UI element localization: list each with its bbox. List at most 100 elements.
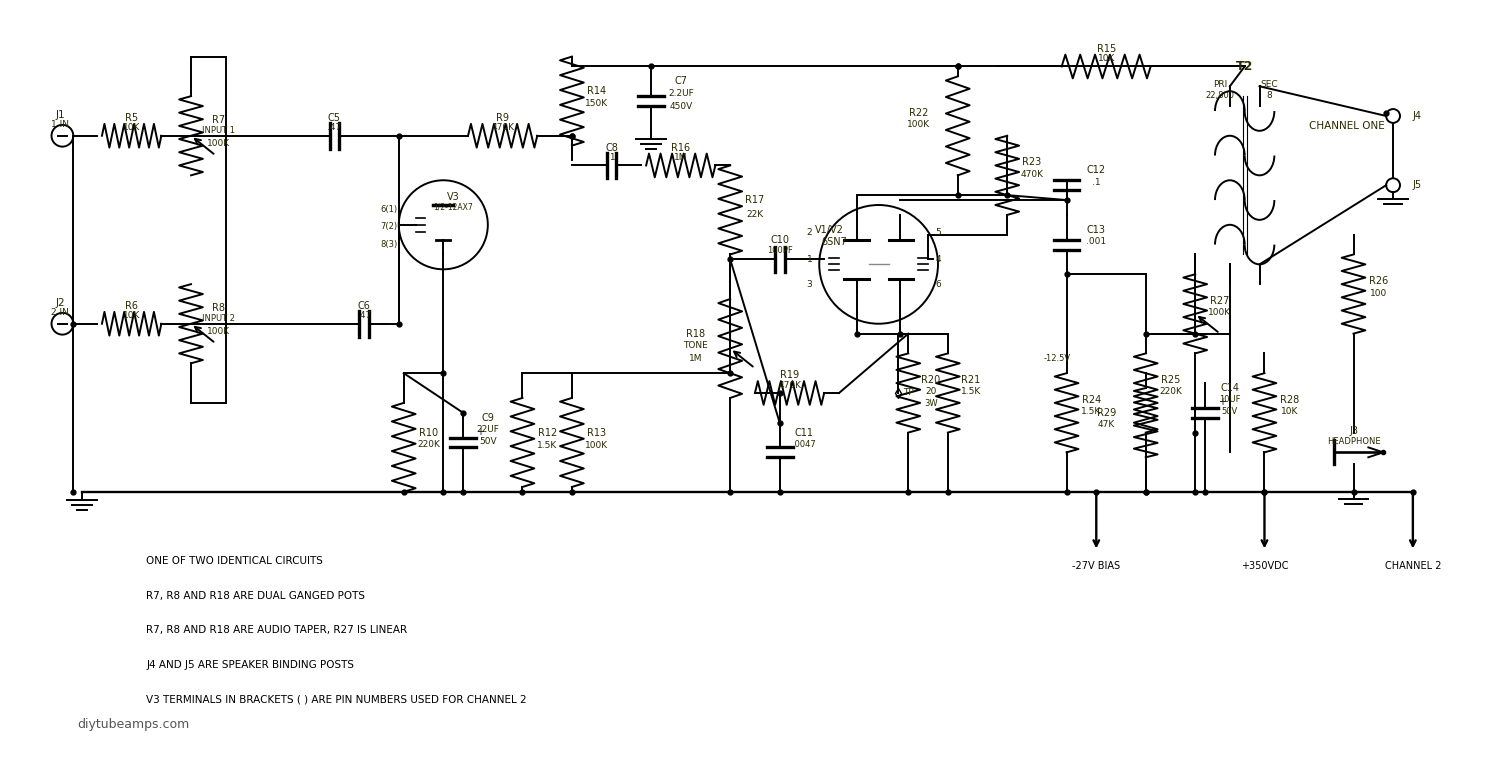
Text: C10: C10 [770, 235, 789, 244]
Text: .47: .47 [327, 124, 342, 132]
Text: TONE: TONE [682, 341, 708, 350]
Text: .1: .1 [1092, 178, 1101, 187]
Text: R21: R21 [962, 375, 981, 385]
Text: +: + [476, 427, 484, 437]
Text: 220K: 220K [417, 440, 440, 449]
Text: 6: 6 [934, 280, 940, 289]
Text: 1/2-12AX7: 1/2-12AX7 [433, 203, 472, 211]
Text: 100: 100 [1370, 289, 1388, 298]
Text: INPUT 2: INPUT 2 [202, 314, 236, 323]
Text: 10K: 10K [1281, 407, 1298, 417]
Text: R28: R28 [1280, 395, 1299, 405]
Text: R26: R26 [1368, 276, 1388, 287]
Text: 8: 8 [1266, 91, 1272, 99]
Text: 8(3): 8(3) [381, 240, 398, 249]
Text: 2 IN: 2 IN [51, 309, 69, 317]
Text: 100PF: 100PF [766, 246, 792, 255]
Text: R18: R18 [686, 329, 705, 338]
Text: 1.5K: 1.5K [1082, 407, 1101, 417]
Text: R7, R8 AND R18 ARE AUDIO TAPER, R27 IS LINEAR: R7, R8 AND R18 ARE AUDIO TAPER, R27 IS L… [147, 626, 408, 636]
Text: 100K: 100K [207, 327, 231, 336]
Text: .0047: .0047 [792, 440, 816, 449]
Text: C13: C13 [1088, 225, 1106, 235]
Text: PRI: PRI [1214, 80, 1227, 88]
Text: C5: C5 [328, 113, 340, 123]
Text: 450V: 450V [669, 102, 693, 110]
Text: J4: J4 [1413, 111, 1422, 121]
Text: SEC: SEC [1260, 80, 1278, 88]
Text: R22: R22 [909, 108, 928, 118]
Text: 1 IN: 1 IN [51, 121, 69, 129]
Text: 6(1): 6(1) [381, 205, 398, 215]
Text: 1.5K: 1.5K [537, 441, 558, 450]
Text: R25: R25 [1161, 375, 1180, 385]
Text: R29: R29 [1096, 408, 1116, 418]
Text: 100K: 100K [1209, 309, 1231, 317]
Text: 50V: 50V [1221, 407, 1238, 417]
Text: R7, R8 AND R18 ARE DUAL GANGED POTS: R7, R8 AND R18 ARE DUAL GANGED POTS [147, 591, 366, 601]
Text: C6: C6 [357, 301, 370, 311]
Text: R16: R16 [670, 143, 690, 153]
Text: J5: J5 [1413, 180, 1422, 190]
Text: C8: C8 [604, 143, 618, 153]
Text: 22K: 22K [747, 211, 764, 219]
Text: INPUT 1: INPUT 1 [202, 126, 236, 135]
Text: 3W: 3W [924, 399, 938, 409]
Text: 22UF: 22UF [477, 425, 500, 434]
Text: J1: J1 [56, 110, 64, 120]
Text: 100K: 100K [906, 121, 930, 129]
Text: -12.5V: -12.5V [1042, 354, 1071, 363]
Text: 2.2UF: 2.2UF [668, 88, 693, 98]
Text: R23: R23 [1023, 157, 1041, 168]
Text: J3: J3 [1348, 426, 1358, 435]
Text: 20: 20 [926, 388, 936, 396]
Text: 470K: 470K [490, 124, 514, 132]
Text: CHANNEL 2: CHANNEL 2 [1384, 561, 1442, 571]
Text: 50V: 50V [478, 437, 496, 446]
Text: 10UF: 10UF [1220, 395, 1240, 404]
Text: R15: R15 [1096, 44, 1116, 54]
Text: 1M: 1M [688, 354, 702, 363]
Text: R9: R9 [496, 113, 508, 123]
Text: R13: R13 [586, 428, 606, 438]
Text: 4: 4 [934, 255, 940, 264]
Text: C11: C11 [795, 428, 814, 438]
Text: V3 TERMINALS IN BRACKETS ( ) ARE PIN NUMBERS USED FOR CHANNEL 2: V3 TERMINALS IN BRACKETS ( ) ARE PIN NUM… [147, 695, 526, 705]
Text: 470K: 470K [1020, 170, 1044, 179]
Text: R14: R14 [586, 86, 606, 96]
Text: C14: C14 [1221, 383, 1239, 393]
Text: R10: R10 [419, 428, 438, 438]
Text: R27: R27 [1210, 296, 1230, 306]
Text: 100K: 100K [585, 441, 608, 450]
Text: R12: R12 [537, 428, 556, 438]
Text: R19: R19 [780, 370, 800, 381]
Text: .001: .001 [1086, 237, 1107, 246]
Text: HEADPHONE: HEADPHONE [1326, 437, 1380, 446]
Text: 10K: 10K [123, 312, 141, 320]
Text: 100K: 100K [207, 139, 231, 148]
Text: TP: TP [903, 388, 914, 398]
Text: 1.5K: 1.5K [960, 388, 981, 396]
Text: 22,800: 22,800 [1206, 91, 1234, 99]
Text: R24: R24 [1082, 395, 1101, 405]
Text: 7(2): 7(2) [381, 222, 398, 231]
Text: -27V BIAS: -27V BIAS [1072, 561, 1120, 571]
Text: 10K: 10K [1098, 54, 1114, 63]
Text: 5: 5 [934, 228, 940, 237]
Text: J2: J2 [56, 298, 64, 308]
Text: V3: V3 [447, 192, 459, 202]
Text: CHANNEL ONE: CHANNEL ONE [1310, 121, 1384, 131]
Text: C12: C12 [1086, 165, 1106, 175]
Text: R5: R5 [124, 113, 138, 123]
Text: +350VDC: +350VDC [1240, 561, 1288, 571]
Text: R6: R6 [124, 301, 138, 311]
Text: 10K: 10K [123, 124, 141, 132]
Text: T2: T2 [1236, 60, 1254, 73]
Text: 6SN7: 6SN7 [821, 236, 848, 247]
Text: .47: .47 [357, 312, 372, 320]
Text: 47K: 47K [1098, 420, 1114, 429]
Text: diytubeamps.com: diytubeamps.com [76, 718, 189, 731]
Text: R7: R7 [211, 115, 225, 125]
Text: +: + [1218, 397, 1225, 407]
Text: V1/V2: V1/V2 [815, 225, 843, 235]
